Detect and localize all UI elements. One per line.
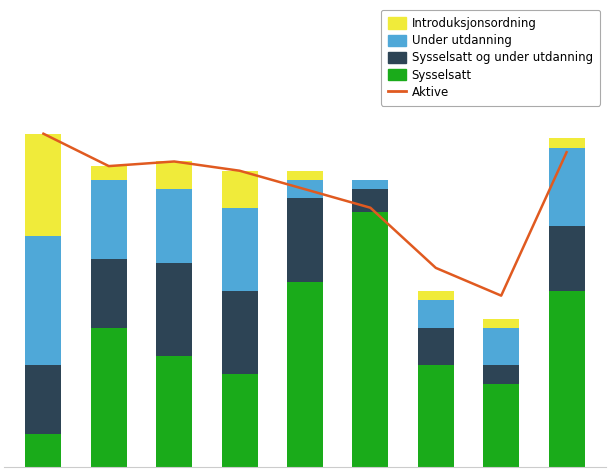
Line: Aktive: Aktive: [43, 134, 567, 296]
Bar: [483, 365, 519, 383]
Aktive: [301, 187, 309, 192]
Bar: [483, 328, 519, 365]
Bar: [353, 180, 389, 189]
Aktive: [563, 149, 570, 155]
Bar: [548, 138, 584, 147]
Legend: Introduksjonsordning, Under utdanning, Sysselsatt og under utdanning, Sysselsatt: Introduksjonsordning, Under utdanning, S…: [381, 10, 600, 106]
Bar: [91, 328, 127, 467]
Bar: [418, 328, 454, 365]
Bar: [91, 166, 127, 180]
Bar: [156, 189, 192, 263]
Bar: [26, 134, 62, 236]
Bar: [483, 319, 519, 328]
Aktive: [367, 205, 374, 211]
Bar: [221, 374, 257, 467]
Bar: [418, 291, 454, 300]
Bar: [26, 434, 62, 467]
Bar: [156, 263, 192, 356]
Bar: [418, 365, 454, 467]
Bar: [548, 226, 584, 291]
Bar: [221, 208, 257, 291]
Bar: [26, 236, 62, 365]
Bar: [26, 365, 62, 434]
Aktive: [171, 159, 178, 164]
Bar: [548, 147, 584, 226]
Bar: [221, 291, 257, 374]
Bar: [156, 162, 192, 189]
Aktive: [432, 265, 439, 271]
Bar: [548, 291, 584, 467]
Aktive: [40, 131, 47, 137]
Bar: [91, 180, 127, 259]
Bar: [287, 198, 323, 282]
Aktive: [105, 163, 112, 169]
Aktive: [498, 293, 505, 299]
Bar: [91, 259, 127, 328]
Bar: [353, 212, 389, 467]
Bar: [353, 189, 389, 212]
Bar: [483, 383, 519, 467]
Bar: [156, 356, 192, 467]
Bar: [418, 300, 454, 328]
Aktive: [236, 168, 243, 173]
Bar: [287, 180, 323, 198]
Bar: [221, 171, 257, 208]
Bar: [287, 282, 323, 467]
Bar: [287, 171, 323, 180]
